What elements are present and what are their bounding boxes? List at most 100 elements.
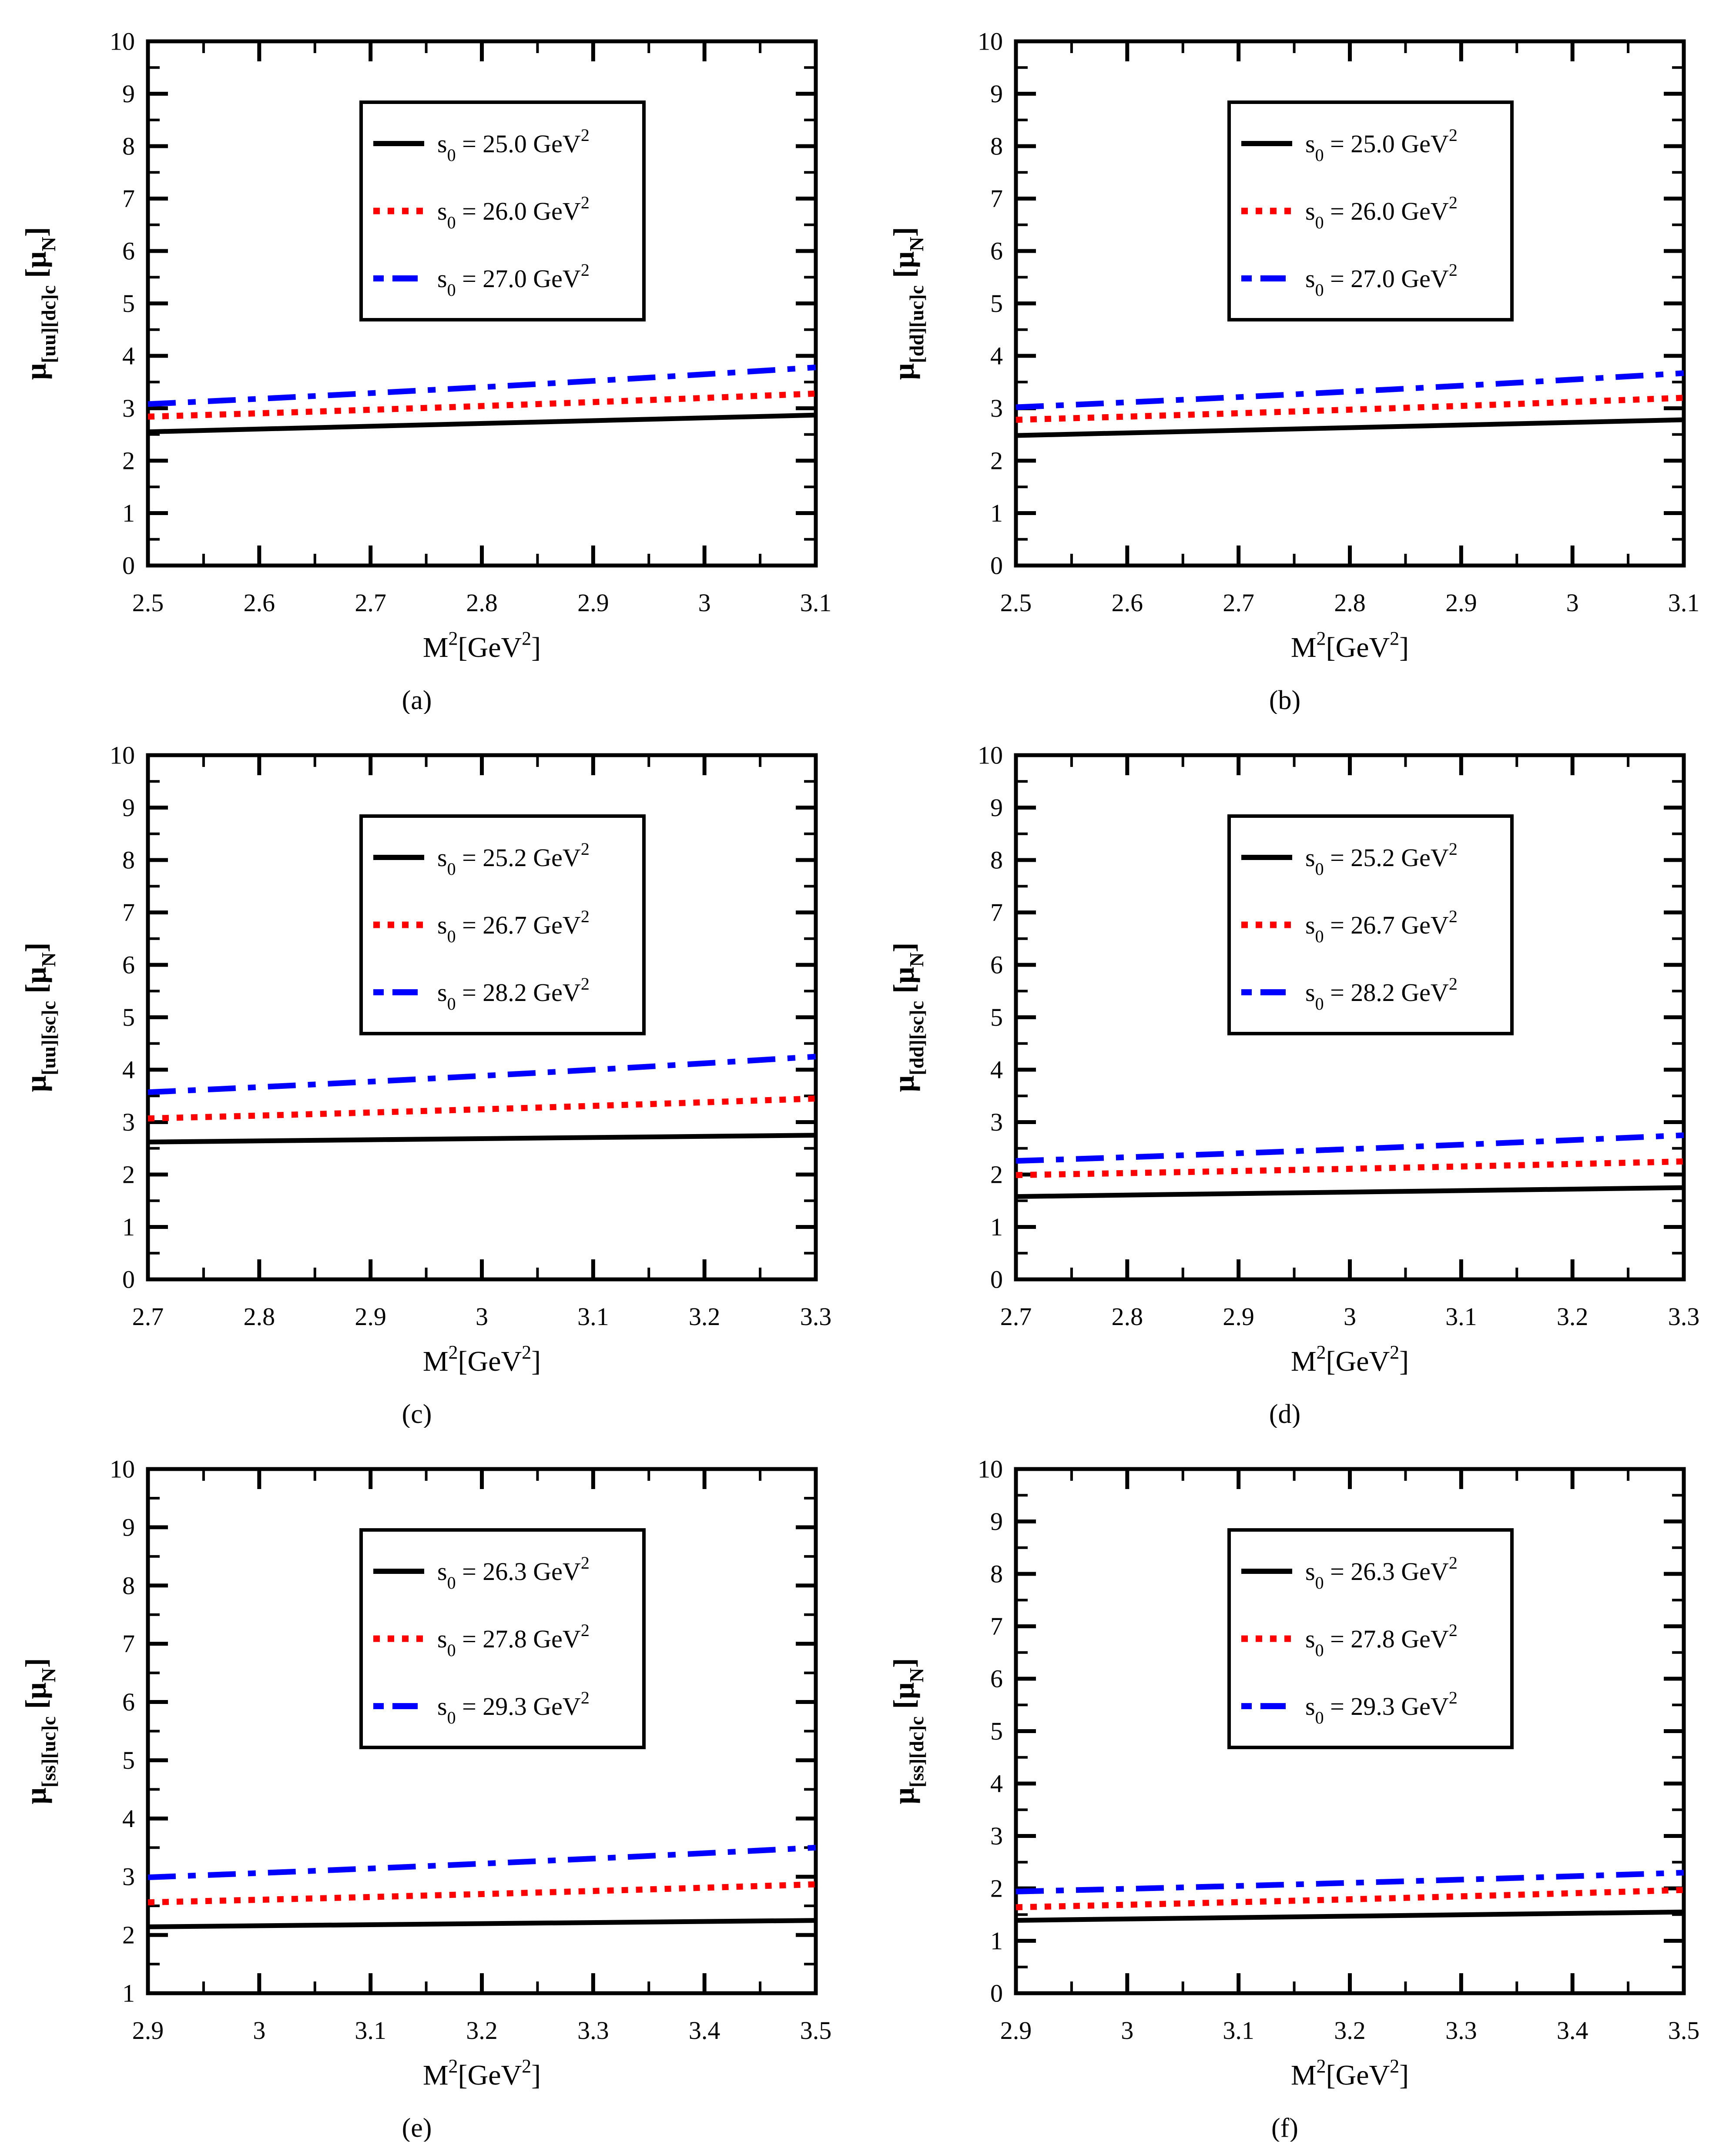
- y-tick-label: 7: [990, 1612, 1003, 1640]
- y-tick-label: 0: [122, 1265, 135, 1294]
- subplot-caption: (a): [402, 686, 432, 714]
- legend-label: s0 = 26.3 GeV2: [437, 1553, 590, 1593]
- y-tick-label: 2: [122, 1161, 135, 1189]
- y-tick-label: 10: [978, 1455, 1003, 1483]
- y-tick-label: 9: [122, 80, 135, 108]
- x-tick-label: 3.1: [355, 2016, 386, 2045]
- x-tick-label: 2.9: [1000, 2016, 1032, 2045]
- x-tick-label: 2.9: [1223, 1302, 1254, 1331]
- y-tick-label: 3: [122, 1108, 135, 1136]
- y-tick-label: 6: [122, 1688, 135, 1716]
- y-tick-label: 4: [122, 342, 135, 370]
- subplot-c: 2.7 2.8 2.9 3 3.1 3.2 3.3 0 1 2 3 4 5 6 7 8 9 10 s0 = 25.2…: [19, 741, 831, 1428]
- y-tick-label: 3: [990, 394, 1003, 422]
- y-tick-label: 10: [110, 27, 135, 56]
- y-tick-label: 10: [978, 741, 1003, 770]
- series-line-dashdot: [147, 365, 816, 407]
- y-tick-label: 7: [122, 898, 135, 927]
- legend-label: s0 = 27.0 GeV2: [437, 260, 590, 300]
- y-tick-label: 0: [122, 552, 135, 580]
- y-tick-label: 8: [990, 1560, 1003, 1588]
- x-axis-label: M2[GeV2]: [423, 2055, 541, 2091]
- y-axis-label: μ[ss][dc]c [μN]: [887, 1658, 928, 1804]
- legend: s0 = 25.2 GeV2 s0 = 26.7 GeV2 s0 = 28.2 Ge…: [1227, 814, 1514, 1035]
- series-line-dashdot: [147, 1844, 816, 1881]
- x-tick-label: 3: [1344, 1302, 1356, 1331]
- series-line-solid: [147, 412, 816, 435]
- y-tick-label: 0: [990, 552, 1003, 580]
- y-tick-label: 2: [122, 447, 135, 475]
- subplot-caption: (f): [1271, 2113, 1298, 2142]
- x-tick-label: 3.5: [1668, 2016, 1700, 2045]
- y-tick-label: 1: [990, 499, 1003, 527]
- x-axis-label: M2[GeV2]: [423, 628, 541, 663]
- legend-label: s0 = 26.3 GeV2: [1305, 1553, 1458, 1593]
- legend-item: s0 = 27.8 GeV2: [373, 1620, 590, 1660]
- y-tick-label: 4: [990, 342, 1003, 370]
- legend-label: s0 = 25.0 GeV2: [1305, 125, 1458, 165]
- series-line-dashdot: [1015, 1132, 1684, 1164]
- y-tick-label: 7: [122, 1630, 135, 1658]
- x-tick-label: 3: [1121, 2016, 1133, 2045]
- y-tick-label: 6: [122, 237, 135, 265]
- legend-item: s0 = 29.3 GeV2: [1241, 1688, 1458, 1727]
- y-tick-label: 5: [990, 1003, 1003, 1031]
- x-tick-label: 2.8: [1112, 1302, 1143, 1331]
- legend-item: s0 = 25.0 GeV2: [373, 125, 590, 165]
- x-tick-label: 2.7: [355, 589, 386, 617]
- x-tick-label: 3.3: [1445, 2016, 1477, 2045]
- x-tick-label: 2.7: [132, 1302, 164, 1331]
- y-tick-label: 1: [990, 1213, 1003, 1241]
- x-tick-label: 2.9: [132, 2016, 164, 2045]
- y-tick-label: 10: [110, 1455, 135, 1483]
- legend-item: s0 = 27.0 GeV2: [1241, 260, 1458, 300]
- legend-label: s0 = 26.7 GeV2: [437, 907, 590, 946]
- subplot-caption: (e): [402, 2113, 432, 2142]
- x-tick-label: 2.6: [244, 589, 275, 617]
- x-tick-label: 3.4: [689, 2016, 721, 2045]
- y-tick-label: 7: [122, 184, 135, 213]
- x-tick-label: 2.9: [1445, 589, 1477, 617]
- x-tick-label: 3: [476, 1302, 488, 1331]
- x-tick-label: 3.3: [1668, 1302, 1700, 1331]
- x-axis-label: M2[GeV2]: [423, 1342, 541, 1377]
- x-tick-label: 3.1: [577, 1302, 609, 1331]
- legend-label: s0 = 27.0 GeV2: [1305, 260, 1458, 300]
- y-axis-label-text: μ[dd][sc]c [μN]: [887, 943, 928, 1092]
- y-tick-label: 4: [122, 1804, 135, 1833]
- legend-item: s0 = 28.2 GeV2: [1241, 974, 1458, 1014]
- y-axis-label: μ[ss][uc]c [μN]: [19, 1658, 60, 1804]
- subplot-e: 2.9 3 3.1 3.2 3.3 3.4 3.5 1 2 3 4 5 6 7 8 9 10 s0 = 26.3 …: [19, 1455, 831, 2142]
- x-tick-label: 3.2: [1334, 2016, 1366, 2045]
- series-line-dashdot: [147, 1054, 816, 1095]
- y-axis-label-text: μ[uu][sc]c [μN]: [19, 943, 60, 1092]
- legend-item: s0 = 27.0 GeV2: [373, 260, 590, 300]
- y-tick-label: 1: [122, 499, 135, 527]
- x-tick-label: 3: [253, 2016, 265, 2045]
- ticks: [148, 1469, 816, 1993]
- y-tick-label: 4: [122, 1056, 135, 1084]
- x-tick-label: 3.1: [1445, 1302, 1477, 1331]
- legend: s0 = 25.0 GeV2 s0 = 26.0 GeV2 s0 = 27.0 Ge…: [1227, 100, 1514, 321]
- y-tick-label: 0: [990, 1979, 1003, 2008]
- x-tick-label: 2.8: [466, 589, 498, 617]
- ticks: [1016, 1469, 1684, 1993]
- y-tick-label: 4: [990, 1056, 1003, 1084]
- legend-item: s0 = 28.2 GeV2: [373, 974, 590, 1014]
- y-tick-label: 6: [122, 951, 135, 979]
- y-axis-label-text: μ[ss][uc]c [μN]: [19, 1658, 60, 1804]
- y-tick-label: 10: [110, 741, 135, 770]
- y-tick-label: 9: [122, 793, 135, 822]
- y-axis-label-text: μ[uu][dc]c [μN]: [19, 227, 60, 380]
- legend-item: s0 = 25.2 GeV2: [373, 839, 590, 879]
- y-tick-label: 1: [990, 1927, 1003, 1955]
- y-tick-label: 6: [990, 951, 1003, 979]
- subplot-caption: (b): [1269, 686, 1300, 714]
- y-tick-label: 2: [990, 1874, 1003, 1903]
- legend-label: s0 = 28.2 GeV2: [437, 974, 590, 1014]
- y-tick-label: 4: [990, 1770, 1003, 1798]
- x-tick-label: 3.1: [800, 589, 832, 617]
- series-line-dotted: [147, 390, 816, 420]
- series-line-solid: [1015, 417, 1684, 438]
- x-tick-label: 2.8: [244, 1302, 275, 1331]
